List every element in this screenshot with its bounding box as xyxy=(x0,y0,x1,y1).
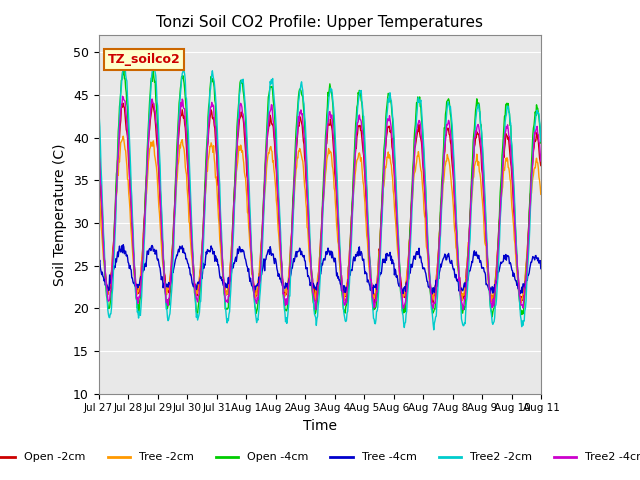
Tree2 -2cm xyxy=(103,288,111,294)
Y-axis label: Soil Temperature (C): Soil Temperature (C) xyxy=(53,143,67,286)
Tree -4cm xyxy=(95,259,102,265)
Tree -4cm xyxy=(387,250,394,255)
Tree2 -2cm xyxy=(217,220,225,226)
Line: Tree -4cm: Tree -4cm xyxy=(99,245,541,294)
Line: Tree2 -2cm: Tree2 -2cm xyxy=(99,63,541,330)
Title: Tonzi Soil CO2 Profile: Upper Temperatures: Tonzi Soil CO2 Profile: Upper Temperatur… xyxy=(157,15,483,30)
Tree -2cm xyxy=(537,192,545,197)
Tree -4cm xyxy=(428,291,435,297)
Tree2 -2cm xyxy=(120,60,128,66)
Tree -2cm xyxy=(119,133,127,139)
Line: Tree -2cm: Tree -2cm xyxy=(99,136,541,303)
Tree2 -2cm xyxy=(95,103,102,108)
Open -4cm xyxy=(488,314,496,320)
Tree2 -4cm xyxy=(537,158,545,164)
Tree -2cm xyxy=(387,155,394,161)
Tree -2cm xyxy=(217,251,225,256)
Tree2 -4cm xyxy=(95,139,102,144)
Open -2cm xyxy=(95,144,102,149)
Line: Open -4cm: Open -4cm xyxy=(99,69,541,317)
Tree -4cm xyxy=(194,280,202,286)
Open -2cm xyxy=(537,163,545,168)
Text: TZ_soilco2: TZ_soilco2 xyxy=(108,53,180,66)
Legend: Open -2cm, Tree -2cm, Open -4cm, Tree -4cm, Tree2 -2cm, Tree2 -4cm: Open -2cm, Tree -2cm, Open -4cm, Tree -4… xyxy=(0,448,640,467)
X-axis label: Time: Time xyxy=(303,419,337,433)
Tree2 -4cm xyxy=(387,117,394,122)
Tree -4cm xyxy=(149,244,157,250)
Tree2 -4cm xyxy=(217,234,225,240)
Open -4cm xyxy=(217,231,225,237)
Tree2 -2cm xyxy=(430,327,438,333)
Open -4cm xyxy=(537,140,545,146)
Tree2 -4cm xyxy=(103,284,111,289)
Tree2 -4cm xyxy=(149,99,157,105)
Tree2 -4cm xyxy=(194,299,202,305)
Open -2cm xyxy=(103,282,111,288)
Line: Tree2 -4cm: Tree2 -4cm xyxy=(99,96,541,310)
Open -2cm xyxy=(194,288,202,294)
Tree -2cm xyxy=(373,280,381,286)
Tree2 -4cm xyxy=(460,307,467,312)
Tree2 -2cm xyxy=(149,67,157,72)
Tree2 -2cm xyxy=(387,90,394,96)
Open -2cm xyxy=(217,235,225,240)
Tree2 -4cm xyxy=(373,289,381,295)
Tree -2cm xyxy=(95,183,102,189)
Open -2cm xyxy=(119,100,127,106)
Open -4cm xyxy=(103,293,111,299)
Open -4cm xyxy=(194,310,202,316)
Tree -4cm xyxy=(373,282,381,288)
Open -4cm xyxy=(149,71,157,77)
Tree2 -2cm xyxy=(373,308,381,314)
Tree -4cm xyxy=(119,242,127,248)
Tree -2cm xyxy=(194,290,202,296)
Tree -2cm xyxy=(103,284,111,289)
Open -4cm xyxy=(120,66,127,72)
Tree -2cm xyxy=(149,143,157,149)
Open -2cm xyxy=(387,128,395,133)
Tree2 -4cm xyxy=(119,94,127,99)
Open -4cm xyxy=(387,94,394,99)
Tree -4cm xyxy=(217,274,225,280)
Tree -2cm xyxy=(517,300,525,306)
Open -4cm xyxy=(95,123,102,129)
Open -2cm xyxy=(374,270,381,276)
Tree -4cm xyxy=(537,266,545,272)
Tree2 -2cm xyxy=(537,139,545,144)
Open -4cm xyxy=(373,293,381,299)
Tree -4cm xyxy=(103,282,111,288)
Line: Open -2cm: Open -2cm xyxy=(99,103,541,303)
Open -2cm xyxy=(371,300,379,306)
Tree2 -2cm xyxy=(194,317,202,323)
Open -2cm xyxy=(149,101,157,107)
